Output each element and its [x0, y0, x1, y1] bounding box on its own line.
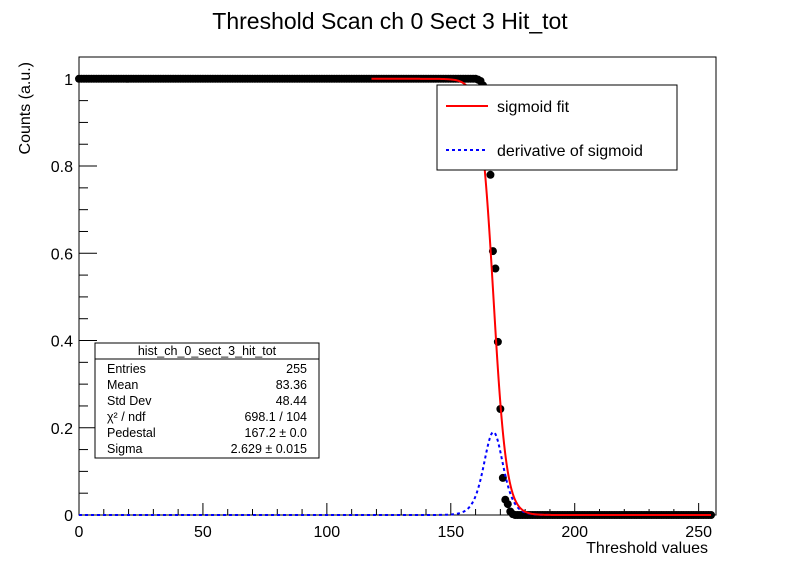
- y-tick-label: 0.2: [51, 421, 73, 438]
- legend-box: [436, 84, 678, 171]
- stats-rows: Entries 255 Mean 83.36 Std Dev 48.44 χ² / ndf 6…: [107, 362, 307, 456]
- stats-row-label: Entries: [107, 362, 146, 376]
- x-axis-label: Threshold values: [586, 540, 708, 557]
- stats-row-label: Sigma: [107, 442, 142, 456]
- chart-title: Threshold Scan ch 0 Sect 3 Hit_tot: [212, 8, 568, 34]
- x-tick-label: 150: [437, 524, 464, 541]
- y-tick-label: 0.8: [51, 159, 73, 176]
- y-tick-label: 0.4: [51, 334, 73, 351]
- data-point: [491, 264, 500, 273]
- stats-row-value: 83.36: [276, 378, 307, 392]
- stats-row-label: χ² / ndf: [107, 410, 146, 424]
- x-axis: 0 50 100 150 200 250: [75, 503, 712, 541]
- y-axis-label: Counts (a.u.): [17, 62, 34, 154]
- stats-box-title: hist_ch_0_sect_3_hit_tot: [138, 344, 277, 358]
- x-tick-label: 50: [194, 524, 212, 541]
- legend: sigmoid fit derivative of sigmoid: [436, 84, 678, 171]
- stats-box: hist_ch_0_sect_3_hit_tot Entries 255 Mean 8…: [94, 342, 320, 459]
- stats-box-frame: [94, 342, 320, 459]
- stats-row-label: Std Dev: [107, 394, 152, 408]
- y-axis: 0 0.2 0.4 0.6 0.8 1: [51, 72, 97, 525]
- legend-label-derivative: derivative of sigmoid: [497, 143, 643, 160]
- data-point: [707, 511, 716, 519]
- stats-row-value: 255: [286, 362, 307, 376]
- x-tick-label: 250: [685, 524, 712, 541]
- data-point: [503, 500, 512, 509]
- stats-row-value: 698.1 / 104: [244, 410, 307, 424]
- y-tick-label: 0.6: [51, 246, 73, 263]
- legend-label-sigmoid-fit: sigmoid fit: [497, 99, 570, 116]
- stats-row-value: 2.629 ± 0.015: [231, 442, 307, 456]
- data-point: [486, 170, 495, 179]
- y-tick-label: 1: [64, 72, 73, 89]
- sigmoid-fit-curve: [371, 77, 712, 516]
- x-tick-label: 200: [561, 524, 588, 541]
- x-tick-label: 0: [75, 524, 84, 541]
- stats-row-value: 167.2 ± 0.0: [245, 426, 308, 440]
- stats-row-value: 48.44: [276, 394, 307, 408]
- x-tick-label: 100: [314, 524, 341, 541]
- stats-row-label: Mean: [107, 378, 138, 392]
- y-tick-label: 0: [64, 508, 73, 525]
- stats-row-label: Pedestal: [107, 426, 156, 440]
